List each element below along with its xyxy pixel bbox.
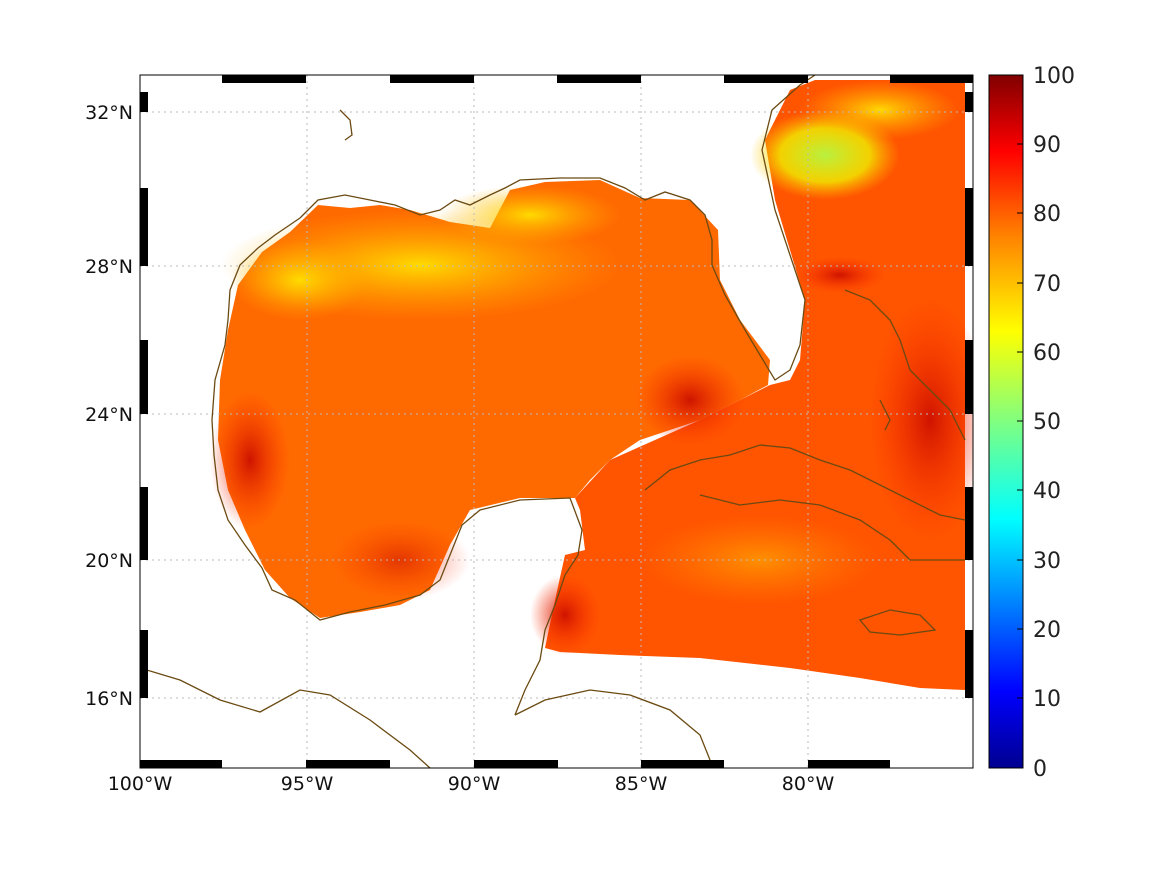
- colorbar-label-20: 20: [1033, 618, 1061, 643]
- frame-ticks-right: [965, 92, 973, 698]
- lon-tick-100: 100°W: [108, 773, 173, 795]
- hot-spot-25N-83W: [635, 355, 745, 445]
- heatmap-field: [210, 80, 973, 690]
- lat-tick-32: 32°N: [85, 102, 133, 124]
- atlantic-yellow: [800, 80, 960, 140]
- shelf-yellow-east: [440, 185, 620, 245]
- caribbean-orange: [640, 515, 880, 605]
- colorbar-label-100: 100: [1033, 64, 1075, 89]
- colorbar-label-40: 40: [1033, 479, 1061, 504]
- lon-labels: 100°W 95°W 90°W 85°W 80°W: [108, 773, 835, 795]
- lon-tick-90: 90°W: [448, 773, 501, 795]
- lat-labels: 32°N 28°N 24°N 20°N 16°N: [85, 102, 133, 710]
- gridlines: [140, 75, 973, 768]
- colorbar-label-0: 0: [1033, 757, 1047, 782]
- frame-ticks-top: [222, 75, 973, 83]
- lon-tick-80: 80°W: [782, 773, 835, 795]
- lat-tick-16: 16°N: [85, 688, 133, 710]
- colorbar-label-30: 30: [1033, 549, 1061, 574]
- colorbar-label-50: 50: [1033, 410, 1061, 435]
- shelf-yellow-west: [230, 240, 370, 320]
- lon-tick-85: 85°W: [615, 773, 668, 795]
- map-frame: [139, 74, 974, 769]
- coastline: [140, 75, 966, 768]
- hot-spot-west: [210, 390, 290, 530]
- colorbar-label-70: 70: [1033, 272, 1061, 297]
- colorbar-label-60: 60: [1033, 341, 1061, 366]
- colorbar-label-90: 90: [1033, 133, 1061, 158]
- lat-tick-24: 24°N: [85, 404, 133, 426]
- colorbar-label-80: 80: [1033, 202, 1061, 227]
- campeche-red: [330, 520, 470, 600]
- hot-spot-bahamas: [795, 257, 885, 293]
- frame-ticks-left: [140, 92, 148, 698]
- lat-tick-20: 20°N: [85, 550, 133, 572]
- hot-spot-east: [870, 300, 973, 540]
- frame-ticks-bottom: [140, 760, 890, 768]
- colorbar-label-10: 10: [1033, 687, 1061, 712]
- colorbar: 100 90 80 70 60 50 40 30 20 10 0: [988, 64, 1075, 782]
- lon-tick-95: 95°W: [281, 773, 334, 795]
- lat-tick-28: 28°N: [85, 256, 133, 278]
- hot-spot-honduras: [530, 575, 600, 655]
- colorbar-ticks: [1017, 143, 1023, 699]
